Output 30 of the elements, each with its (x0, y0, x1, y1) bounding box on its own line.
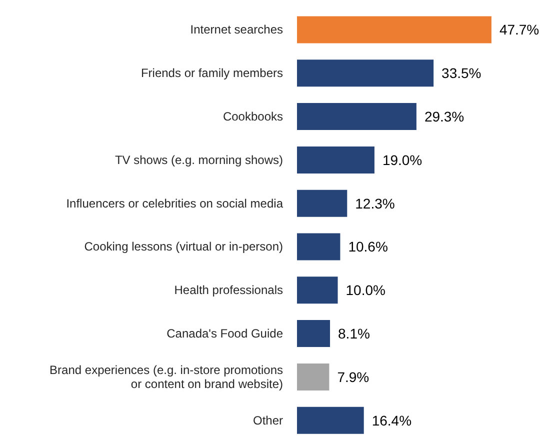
y-tick-label: Health professionals (174, 283, 283, 298)
bar (297, 233, 340, 260)
y-tick-label: Other (252, 413, 283, 428)
bar (297, 16, 492, 44)
y-tick-label: Friends or family members (140, 66, 283, 80)
data-label: 8.1% (338, 326, 370, 342)
y-tick-label: Brand experiences (e.g. in-store promotions or content on brand website) (50, 362, 283, 391)
data-label: 19.0% (382, 152, 422, 168)
y-tick-label: Cookbooks (222, 110, 283, 124)
bar (297, 320, 330, 348)
data-label: 33.5% (442, 65, 482, 82)
y-tick-label: Internet searches (190, 22, 283, 37)
bar (297, 190, 348, 217)
bar (297, 60, 434, 87)
data-label: 10.6% (348, 238, 388, 255)
data-label: 29.3% (424, 108, 464, 125)
data-label: 47.7% (499, 22, 540, 38)
data-label: 12.3% (355, 195, 395, 212)
data-label: 16.4% (372, 412, 412, 428)
bar (297, 363, 330, 390)
bar (297, 276, 338, 304)
bar (297, 146, 374, 174)
data-label: 7.9% (337, 368, 370, 385)
bar (297, 103, 416, 130)
y-tick-label: Influencers or celebrities on social media (66, 196, 284, 210)
y-tick-label: TV shows (e.g. morning shows) (114, 152, 283, 167)
bar (297, 406, 364, 434)
y-tick-label: Cooking lessons (virtual or in-person) (84, 240, 284, 254)
y-tick-label: Canada's Food Guide (166, 326, 284, 340)
data-label: 10.0% (346, 282, 386, 298)
